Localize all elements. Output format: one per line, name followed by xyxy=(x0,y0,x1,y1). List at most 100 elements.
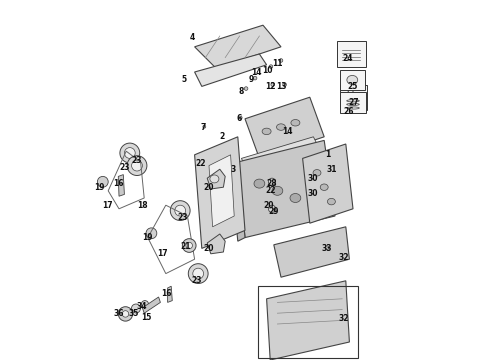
Text: 30: 30 xyxy=(307,174,318,183)
Polygon shape xyxy=(207,234,225,254)
Text: 23: 23 xyxy=(132,156,142,165)
Text: 27: 27 xyxy=(349,98,359,107)
Polygon shape xyxy=(207,169,225,189)
Ellipse shape xyxy=(210,175,219,183)
Polygon shape xyxy=(195,137,245,248)
FancyBboxPatch shape xyxy=(337,41,366,67)
Ellipse shape xyxy=(203,125,206,128)
Text: 8: 8 xyxy=(239,87,244,96)
Ellipse shape xyxy=(188,264,208,284)
Text: 3: 3 xyxy=(231,165,236,174)
Ellipse shape xyxy=(308,201,319,210)
Polygon shape xyxy=(118,175,124,196)
Ellipse shape xyxy=(283,83,286,86)
Ellipse shape xyxy=(279,59,283,62)
FancyBboxPatch shape xyxy=(340,70,365,90)
Polygon shape xyxy=(195,25,281,68)
Text: 35: 35 xyxy=(128,309,139,318)
FancyBboxPatch shape xyxy=(341,85,368,110)
Ellipse shape xyxy=(269,205,275,212)
Text: 29: 29 xyxy=(269,207,279,216)
Polygon shape xyxy=(303,144,353,223)
Text: 17: 17 xyxy=(102,201,113,210)
Polygon shape xyxy=(242,137,317,166)
Polygon shape xyxy=(267,281,349,360)
Text: 16: 16 xyxy=(161,289,172,298)
Ellipse shape xyxy=(175,205,186,216)
Ellipse shape xyxy=(132,160,143,171)
Ellipse shape xyxy=(351,97,355,101)
Ellipse shape xyxy=(122,311,129,317)
Text: 6: 6 xyxy=(236,114,242,123)
Ellipse shape xyxy=(272,186,283,195)
Text: 13: 13 xyxy=(276,82,286,91)
Text: 10: 10 xyxy=(263,66,273,75)
Polygon shape xyxy=(238,140,335,238)
Text: 14: 14 xyxy=(282,127,293,136)
Text: 15: 15 xyxy=(141,313,151,322)
Text: 28: 28 xyxy=(267,179,277,188)
Ellipse shape xyxy=(98,176,108,187)
Text: 36: 36 xyxy=(113,310,123,319)
Text: 33: 33 xyxy=(322,244,332,253)
Ellipse shape xyxy=(193,268,204,279)
Ellipse shape xyxy=(320,184,328,190)
Ellipse shape xyxy=(239,116,242,119)
Text: 34: 34 xyxy=(136,302,147,311)
Text: 19: 19 xyxy=(94,183,104,192)
Text: 25: 25 xyxy=(348,82,358,91)
Text: 1: 1 xyxy=(325,150,330,159)
Text: 32: 32 xyxy=(339,253,349,262)
FancyBboxPatch shape xyxy=(341,92,366,113)
Text: 12: 12 xyxy=(265,82,275,91)
Text: 24: 24 xyxy=(343,54,353,63)
Ellipse shape xyxy=(271,83,274,86)
Ellipse shape xyxy=(118,307,133,321)
Text: 14: 14 xyxy=(251,68,262,77)
Ellipse shape xyxy=(291,120,300,126)
Text: 22: 22 xyxy=(196,159,206,168)
Ellipse shape xyxy=(327,198,335,205)
Ellipse shape xyxy=(313,170,321,176)
Text: 20: 20 xyxy=(263,201,273,210)
Ellipse shape xyxy=(182,239,196,252)
Polygon shape xyxy=(274,227,349,277)
Ellipse shape xyxy=(325,246,329,249)
Ellipse shape xyxy=(146,228,157,239)
Text: 31: 31 xyxy=(326,165,337,174)
Polygon shape xyxy=(209,155,234,227)
Text: 23: 23 xyxy=(191,276,202,285)
Ellipse shape xyxy=(171,201,190,220)
Ellipse shape xyxy=(276,124,286,130)
Text: 19: 19 xyxy=(142,233,152,242)
Polygon shape xyxy=(143,297,160,313)
Text: 17: 17 xyxy=(158,249,168,258)
Text: 20: 20 xyxy=(203,183,214,192)
Text: 4: 4 xyxy=(190,33,196,42)
Text: 7: 7 xyxy=(201,123,206,132)
Text: 2: 2 xyxy=(219,132,224,141)
Ellipse shape xyxy=(131,304,141,313)
Ellipse shape xyxy=(253,76,257,80)
Text: 32: 32 xyxy=(339,314,349,323)
Text: 21: 21 xyxy=(180,242,191,251)
Polygon shape xyxy=(231,162,245,241)
Text: 23: 23 xyxy=(119,163,130,172)
Ellipse shape xyxy=(127,156,147,176)
Ellipse shape xyxy=(347,76,358,85)
Ellipse shape xyxy=(186,242,193,249)
Polygon shape xyxy=(245,97,324,158)
Text: 11: 11 xyxy=(272,59,283,68)
Ellipse shape xyxy=(269,178,275,185)
Polygon shape xyxy=(195,54,267,86)
Text: 16: 16 xyxy=(113,179,123,188)
Text: 9: 9 xyxy=(248,76,253,85)
Text: 26: 26 xyxy=(343,107,354,116)
Ellipse shape xyxy=(124,148,135,158)
Text: 20: 20 xyxy=(203,244,214,253)
Text: 5: 5 xyxy=(182,75,187,84)
Text: 23: 23 xyxy=(178,213,188,222)
Ellipse shape xyxy=(120,143,140,163)
Ellipse shape xyxy=(141,301,148,308)
Ellipse shape xyxy=(245,87,248,90)
